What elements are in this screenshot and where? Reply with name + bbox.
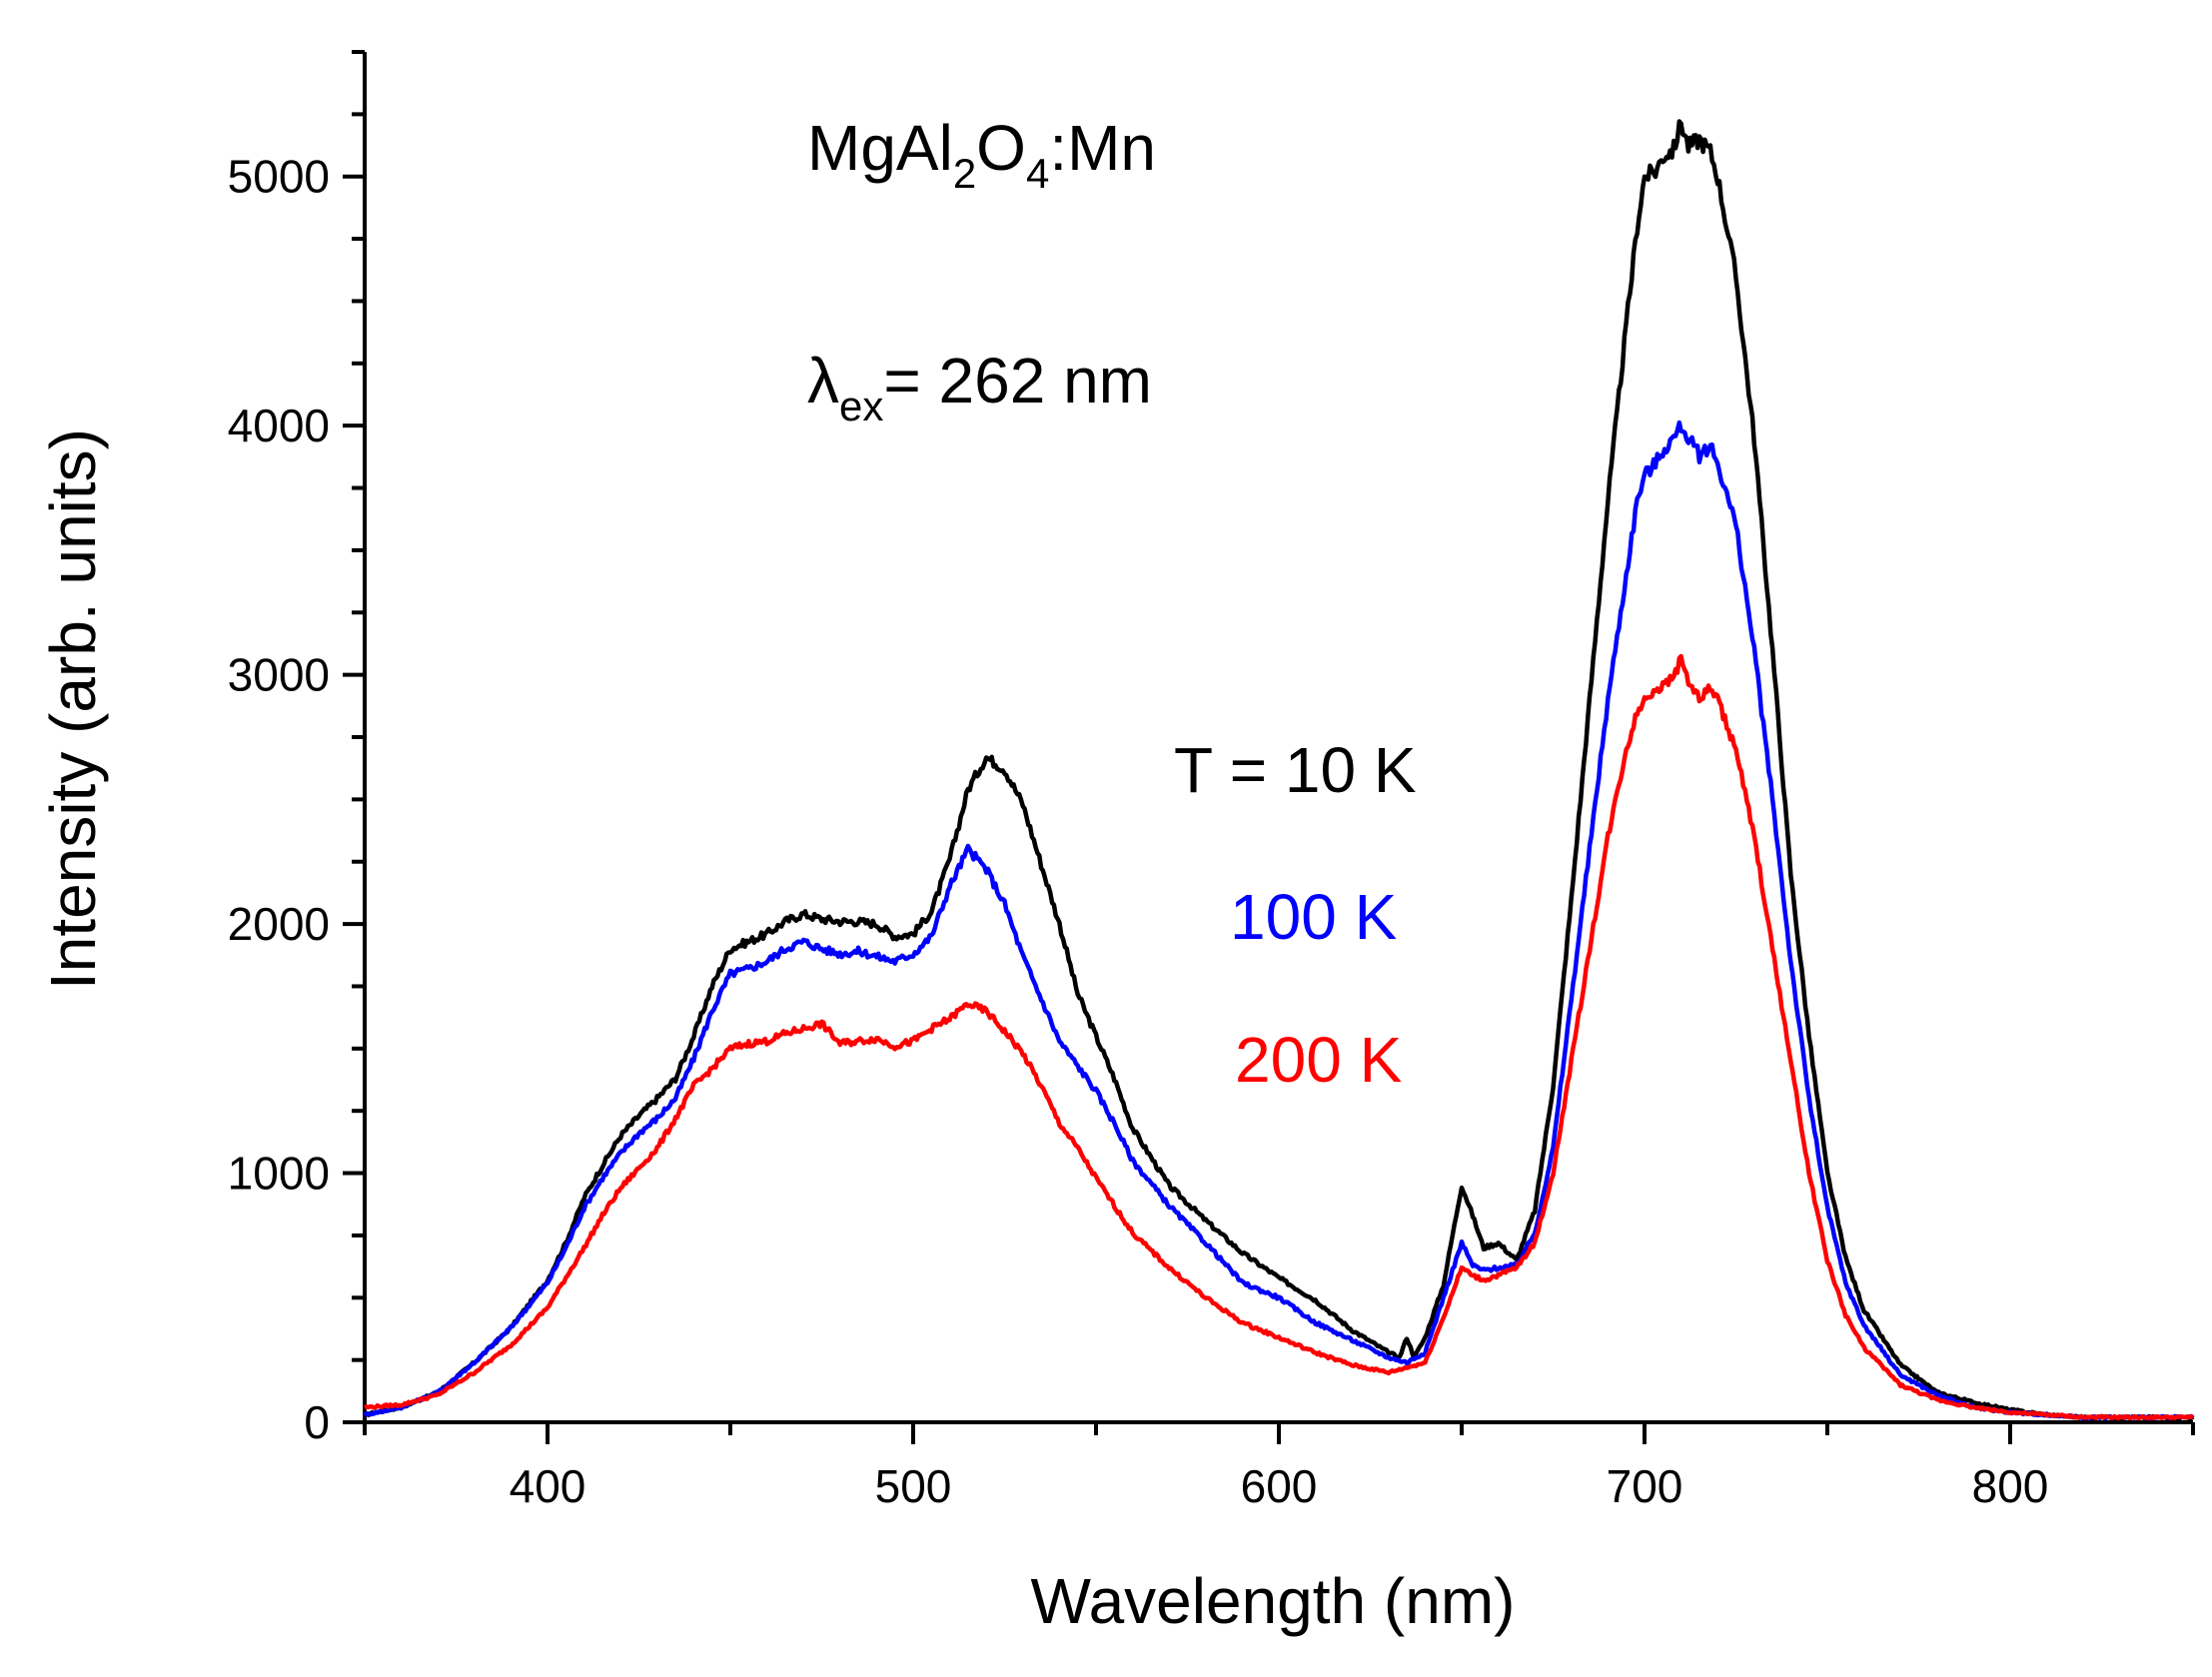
material-annotation: MgAl2O4:Mn	[807, 112, 1156, 197]
legend-label-200k: 200 K	[1235, 1024, 1402, 1096]
x-axis-title: Wavelength (nm)	[1031, 1565, 1516, 1637]
x-tick-label: 500	[875, 1460, 952, 1512]
y-tick-label: 0	[304, 1396, 330, 1448]
legend-label-100k: 100 K	[1230, 881, 1397, 953]
y-tick-label: 4000	[228, 400, 330, 451]
series-lines	[363, 119, 2195, 1421]
material-part-end: :Mn	[1049, 112, 1156, 184]
excitation-annotation: λex= 262 nm	[807, 345, 1152, 429]
legend-label-10k: T = 10 K	[1174, 734, 1417, 806]
material-sub-2: 4	[1026, 150, 1049, 197]
material-part-main: MgAl	[807, 112, 953, 184]
material-part-mid: O	[976, 112, 1026, 184]
y-axis-title: Intensity (arb. units)	[37, 428, 109, 990]
x-tick-label: 800	[1972, 1460, 2049, 1512]
series-line-t-10-k	[364, 119, 2195, 1421]
series-line-100-k	[363, 419, 2195, 1421]
y-tick-label: 3000	[228, 649, 330, 701]
x-tick-label: 600	[1241, 1460, 1318, 1512]
x-tick-label: 400	[510, 1460, 586, 1512]
excitation-symbol: λ	[807, 345, 839, 417]
x-tick-label: 700	[1607, 1460, 1683, 1512]
excitation-rest: = 262 nm	[883, 345, 1152, 417]
y-tick-label: 5000	[228, 151, 330, 203]
y-tick-label: 1000	[228, 1148, 330, 1200]
y-tick-label: 2000	[228, 898, 330, 950]
material-sub-1: 2	[953, 150, 976, 197]
text-layer: MgAl2O4:Mn λex= 262 nm T = 10 K 100 K 20…	[37, 112, 1515, 1637]
series-line-200-k	[363, 653, 2194, 1421]
axes: 400 500 600 700 800 0 1000 2000 3000 4000 5000	[228, 50, 2195, 1512]
excitation-sub: ex	[839, 383, 883, 429]
